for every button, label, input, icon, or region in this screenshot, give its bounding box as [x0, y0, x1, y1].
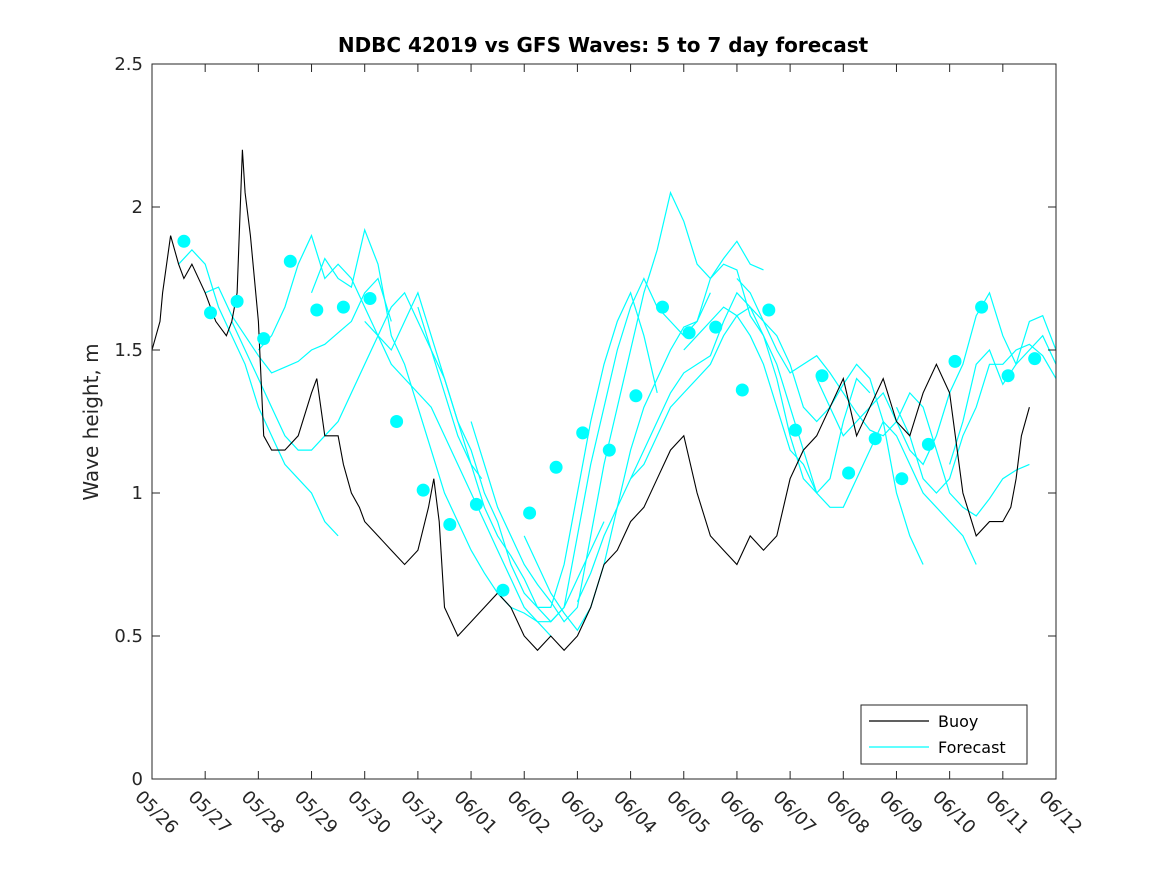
forecast-line-5	[364, 291, 658, 609]
plot-area	[151, 149, 1057, 652]
forecast-marker	[656, 300, 669, 314]
forecast-marker	[842, 466, 856, 480]
forecast-marker	[602, 443, 616, 457]
legend-forecast-label: Forecast	[938, 738, 1006, 757]
forecast-marker	[336, 300, 350, 314]
forecast-marker	[523, 506, 537, 520]
forecast-marker	[788, 423, 802, 437]
forecast-marker	[975, 300, 989, 314]
buoy-line	[151, 149, 1030, 652]
y-tick-label: 2.5	[114, 54, 143, 75]
y-tick-label: 0	[132, 769, 143, 790]
forecast-marker	[709, 320, 723, 334]
forecast-marker	[682, 326, 696, 340]
y-tick-label: 0.5	[114, 626, 143, 647]
forecast-line-7	[470, 190, 764, 623]
forecast-line-11	[683, 306, 977, 565]
forecast-marker	[496, 583, 510, 597]
y-tick-label: 2	[132, 197, 143, 218]
y-tick-label: 1.5	[114, 340, 143, 361]
y-tick-label: 1	[132, 483, 143, 504]
forecast-line-10	[630, 306, 924, 565]
forecast-line-15	[949, 314, 1057, 465]
forecast-marker	[868, 432, 882, 446]
forecast-line-3	[257, 233, 552, 637]
forecast-marker	[1001, 369, 1015, 383]
forecast-line-0	[178, 249, 339, 537]
legend-buoy-label: Buoy	[938, 712, 978, 731]
forecast-marker	[257, 332, 271, 346]
forecast-marker	[815, 369, 829, 383]
forecast-marker	[948, 354, 962, 368]
forecast-marker	[735, 383, 749, 397]
forecast-line-14	[895, 343, 1057, 494]
forecast-marker	[549, 460, 563, 474]
forecast-marker	[762, 303, 776, 317]
chart-title: NDBC 42019 vs GFS Waves: 5 to 7 day fore…	[338, 33, 869, 57]
forecast-marker	[204, 306, 217, 320]
forecast-marker	[921, 437, 935, 451]
forecast-marker	[310, 303, 324, 317]
forecast-marker	[363, 292, 377, 305]
forecast-marker	[416, 483, 430, 497]
forecast-line-1	[204, 277, 392, 374]
axes-box	[151, 63, 1057, 780]
legend: Buoy Forecast	[860, 704, 1028, 765]
forecast-marker	[895, 472, 909, 486]
forecast-marker	[177, 234, 191, 248]
forecast-marker	[629, 389, 643, 403]
forecast-marker	[390, 415, 404, 428]
forecast-line-9	[576, 291, 871, 602]
forecast-marker	[576, 426, 590, 440]
forecast-marker	[1028, 352, 1042, 366]
forecast-line-8	[523, 263, 818, 632]
legend-box	[860, 704, 1028, 765]
forecast-line-12	[736, 278, 1030, 517]
y-axis-label: Wave height, m	[79, 343, 103, 500]
forecast-line-2	[231, 291, 483, 480]
forecast-marker	[469, 497, 483, 511]
forecast-marker	[230, 294, 244, 308]
forecast-marker	[283, 254, 297, 268]
forecast-marker	[443, 518, 457, 531]
